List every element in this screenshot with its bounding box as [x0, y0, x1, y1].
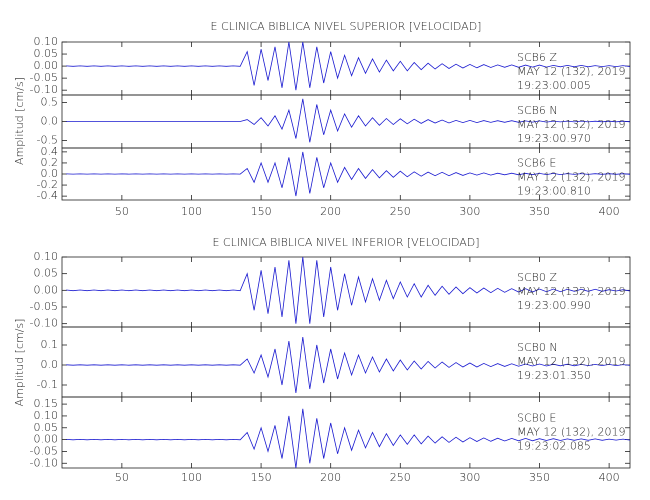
chart-title: E CLINICA BIBLICA NIVEL SUPERIOR [VELOCI…	[211, 20, 482, 33]
y-tick-label: 0.0	[41, 167, 59, 180]
x-tick-label: 50	[115, 471, 129, 484]
x-tick-label: 300	[459, 471, 480, 484]
y-tick-label: 0.05	[34, 47, 59, 60]
waveform	[66, 336, 630, 394]
station-label: SCB0 E	[517, 411, 556, 424]
waveform	[66, 42, 630, 91]
x-tick-label: 250	[390, 205, 411, 218]
y-tick-label: 0.00	[34, 433, 59, 446]
waveform	[66, 257, 630, 324]
y-tick-label: 0.2	[41, 156, 59, 169]
time-label: 19:23:00.005	[517, 79, 591, 92]
y-tick-label: -0.2	[37, 178, 58, 191]
date-label: MAY 12 (132), 2019	[517, 355, 625, 368]
station-label: SCB6 E	[517, 157, 556, 170]
y-tick-label: -0.10	[30, 456, 58, 469]
date-label: MAY 12 (132), 2019	[517, 285, 625, 298]
x-tick-label: 200	[320, 205, 341, 218]
y-tick-label: -0.5	[37, 133, 58, 146]
y-tick-label: 0.5	[41, 96, 59, 109]
x-tick-label: 400	[599, 471, 620, 484]
x-tick-label: 300	[459, 205, 480, 218]
y-tick-label: -0.4	[37, 189, 58, 202]
y-tick-label: 0.00	[34, 283, 59, 296]
y-tick-label: -0.05	[30, 71, 58, 84]
x-tick-label: 200	[320, 471, 341, 484]
date-label: MAY 12 (132), 2019	[517, 425, 625, 438]
time-label: 19:23:02.085	[517, 439, 591, 452]
date-label: MAY 12 (132), 2019	[517, 171, 625, 184]
waveform	[66, 408, 630, 468]
time-label: 19:23:00.970	[517, 132, 591, 145]
x-tick-label: 100	[181, 205, 202, 218]
y-tick-label: -0.05	[30, 444, 58, 457]
y-tick-label: 0.0	[41, 358, 59, 371]
time-label: 19:23:00.990	[517, 299, 591, 312]
y-tick-label: -0.05	[30, 300, 58, 313]
y-tick-label: 0.0	[41, 115, 59, 128]
y-tick-label: -0.1	[37, 378, 58, 391]
y-tick-label: 0.15	[34, 397, 59, 410]
y-tick-label: 0.00	[34, 59, 59, 72]
y-tick-label: 0.1	[41, 338, 59, 351]
x-tick-label: 250	[390, 471, 411, 484]
y-tick-label: -0.10	[30, 317, 58, 330]
time-label: 19:23:00.810	[517, 185, 591, 198]
y-tick-label: 0.05	[34, 267, 59, 280]
y-tick-label: 0.4	[41, 145, 59, 158]
x-tick-label: 100	[181, 471, 202, 484]
station-label: SCB6 Z	[517, 51, 557, 64]
x-tick-label: 150	[251, 471, 272, 484]
y-tick-label: 0.10	[34, 250, 59, 263]
panel-frame	[61, 396, 631, 469]
chart-title: E CLINICA BIBLICA NIVEL INFERIOR [VELOCI…	[212, 236, 479, 249]
x-tick-label: 50	[115, 205, 129, 218]
x-tick-label: 350	[529, 471, 550, 484]
station-label: SCB0 Z	[517, 271, 557, 284]
y-tick-label: 0.10	[34, 35, 59, 48]
waveform	[66, 151, 630, 197]
x-tick-label: 150	[251, 205, 272, 218]
x-tick-label: 400	[599, 205, 620, 218]
time-label: 19:23:01.350	[517, 369, 591, 382]
x-tick-label: 350	[529, 205, 550, 218]
station-label: SCB6 N	[517, 104, 558, 117]
station-label: SCB0 N	[517, 341, 558, 354]
y-axis-label: Amplitud [cm/s]	[13, 319, 26, 407]
y-axis-label: Amplitud [cm/s]	[13, 77, 26, 165]
y-tick-label: -0.10	[30, 83, 58, 96]
waveform	[66, 98, 630, 143]
y-tick-label: 0.10	[34, 409, 59, 422]
y-tick-label: 0.05	[34, 421, 59, 434]
date-label: MAY 12 (132), 2019	[517, 65, 625, 78]
date-label: MAY 12 (132), 2019	[517, 118, 625, 131]
